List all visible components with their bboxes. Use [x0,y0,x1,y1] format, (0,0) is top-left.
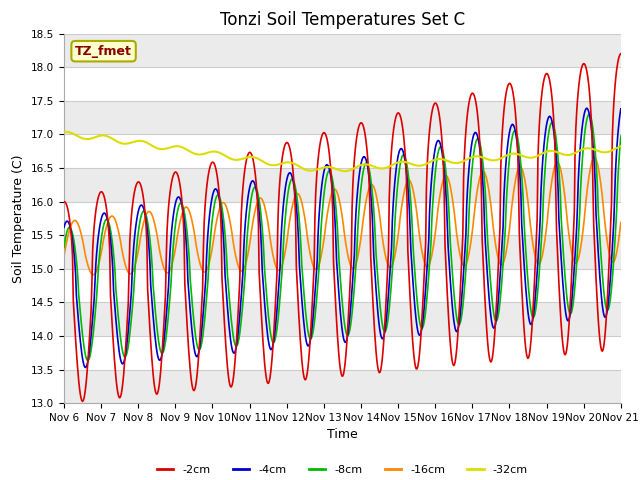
Bar [64,302,621,336]
Bar [64,101,621,134]
Title: Tonzi Soil Temperatures Set C: Tonzi Soil Temperatures Set C [220,11,465,29]
Legend: -2cm, -4cm, -8cm, -16cm, -32cm: -2cm, -4cm, -8cm, -16cm, -32cm [152,460,532,479]
Text: TZ_fmet: TZ_fmet [75,45,132,58]
Bar [64,168,621,202]
Bar [64,235,621,269]
Y-axis label: Soil Temperature (C): Soil Temperature (C) [12,154,26,283]
Bar [64,34,621,67]
Bar [64,370,621,403]
X-axis label: Time: Time [327,429,358,442]
